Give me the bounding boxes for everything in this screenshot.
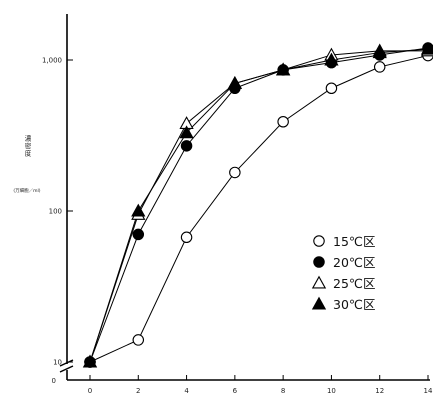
x-tick-label: 6	[233, 387, 238, 395]
legend-marker	[311, 275, 327, 289]
x-tick-label: 12	[375, 387, 384, 395]
x-ticks: 0 2 4 6 8 10 12 14	[88, 375, 433, 395]
legend-label: 20℃区	[333, 255, 375, 270]
data-point	[229, 166, 241, 179]
y-tick-label: 1,000	[42, 57, 62, 65]
legend-marker	[311, 296, 327, 310]
x-tick-label: 2	[136, 387, 140, 395]
series-2	[89, 47, 429, 363]
x-tick-label: 14	[424, 387, 433, 395]
data-point	[325, 82, 338, 95]
legend-label: 15℃区	[333, 234, 375, 249]
y-tick-label: 10	[53, 359, 62, 367]
legend-label: 30℃区	[333, 297, 375, 312]
series-line	[89, 47, 429, 363]
y-axis-unit: (万細胞／ml)	[13, 187, 40, 194]
data-point	[420, 41, 433, 55]
y-axis-title: 濃密度 (万細胞／ml)	[13, 133, 40, 194]
series-4	[89, 48, 429, 363]
x-tick-label: 4	[184, 387, 189, 395]
data-point	[180, 231, 193, 244]
data-point	[180, 140, 193, 152]
y-axis-break-label: 0	[52, 377, 56, 385]
series-4-points	[82, 41, 433, 368]
series-1	[89, 55, 429, 363]
x-tick-label: 10	[327, 387, 336, 395]
data-point	[82, 354, 98, 368]
x-tick-label: 0	[88, 387, 92, 395]
data-point	[132, 228, 145, 241]
data-point	[324, 52, 339, 66]
data-point	[276, 62, 291, 76]
legend-label: 25℃区	[333, 276, 375, 291]
y-axis-label: 濃密度	[23, 133, 31, 157]
series-line	[89, 48, 429, 363]
data-point	[373, 61, 386, 73]
x-tick-label: 8	[281, 387, 285, 395]
series-3-points	[82, 43, 433, 368]
axes	[59, 14, 430, 381]
data-point	[132, 334, 145, 346]
legend-marker	[313, 235, 325, 247]
series-2-points	[84, 42, 433, 368]
legend-marker	[313, 256, 325, 268]
data-point	[277, 115, 289, 128]
series-layer	[82, 41, 433, 368]
data-point	[372, 45, 387, 59]
data-point	[179, 125, 194, 139]
data-point	[227, 76, 242, 89]
y-ticks: 10 100 1,000	[42, 57, 73, 367]
series-line	[89, 55, 429, 363]
y-axis-break	[59, 359, 74, 373]
legend: 15℃区 20℃区 25℃区 30℃区	[311, 234, 375, 312]
y-tick-label: 100	[49, 208, 62, 216]
data-point	[131, 203, 146, 217]
